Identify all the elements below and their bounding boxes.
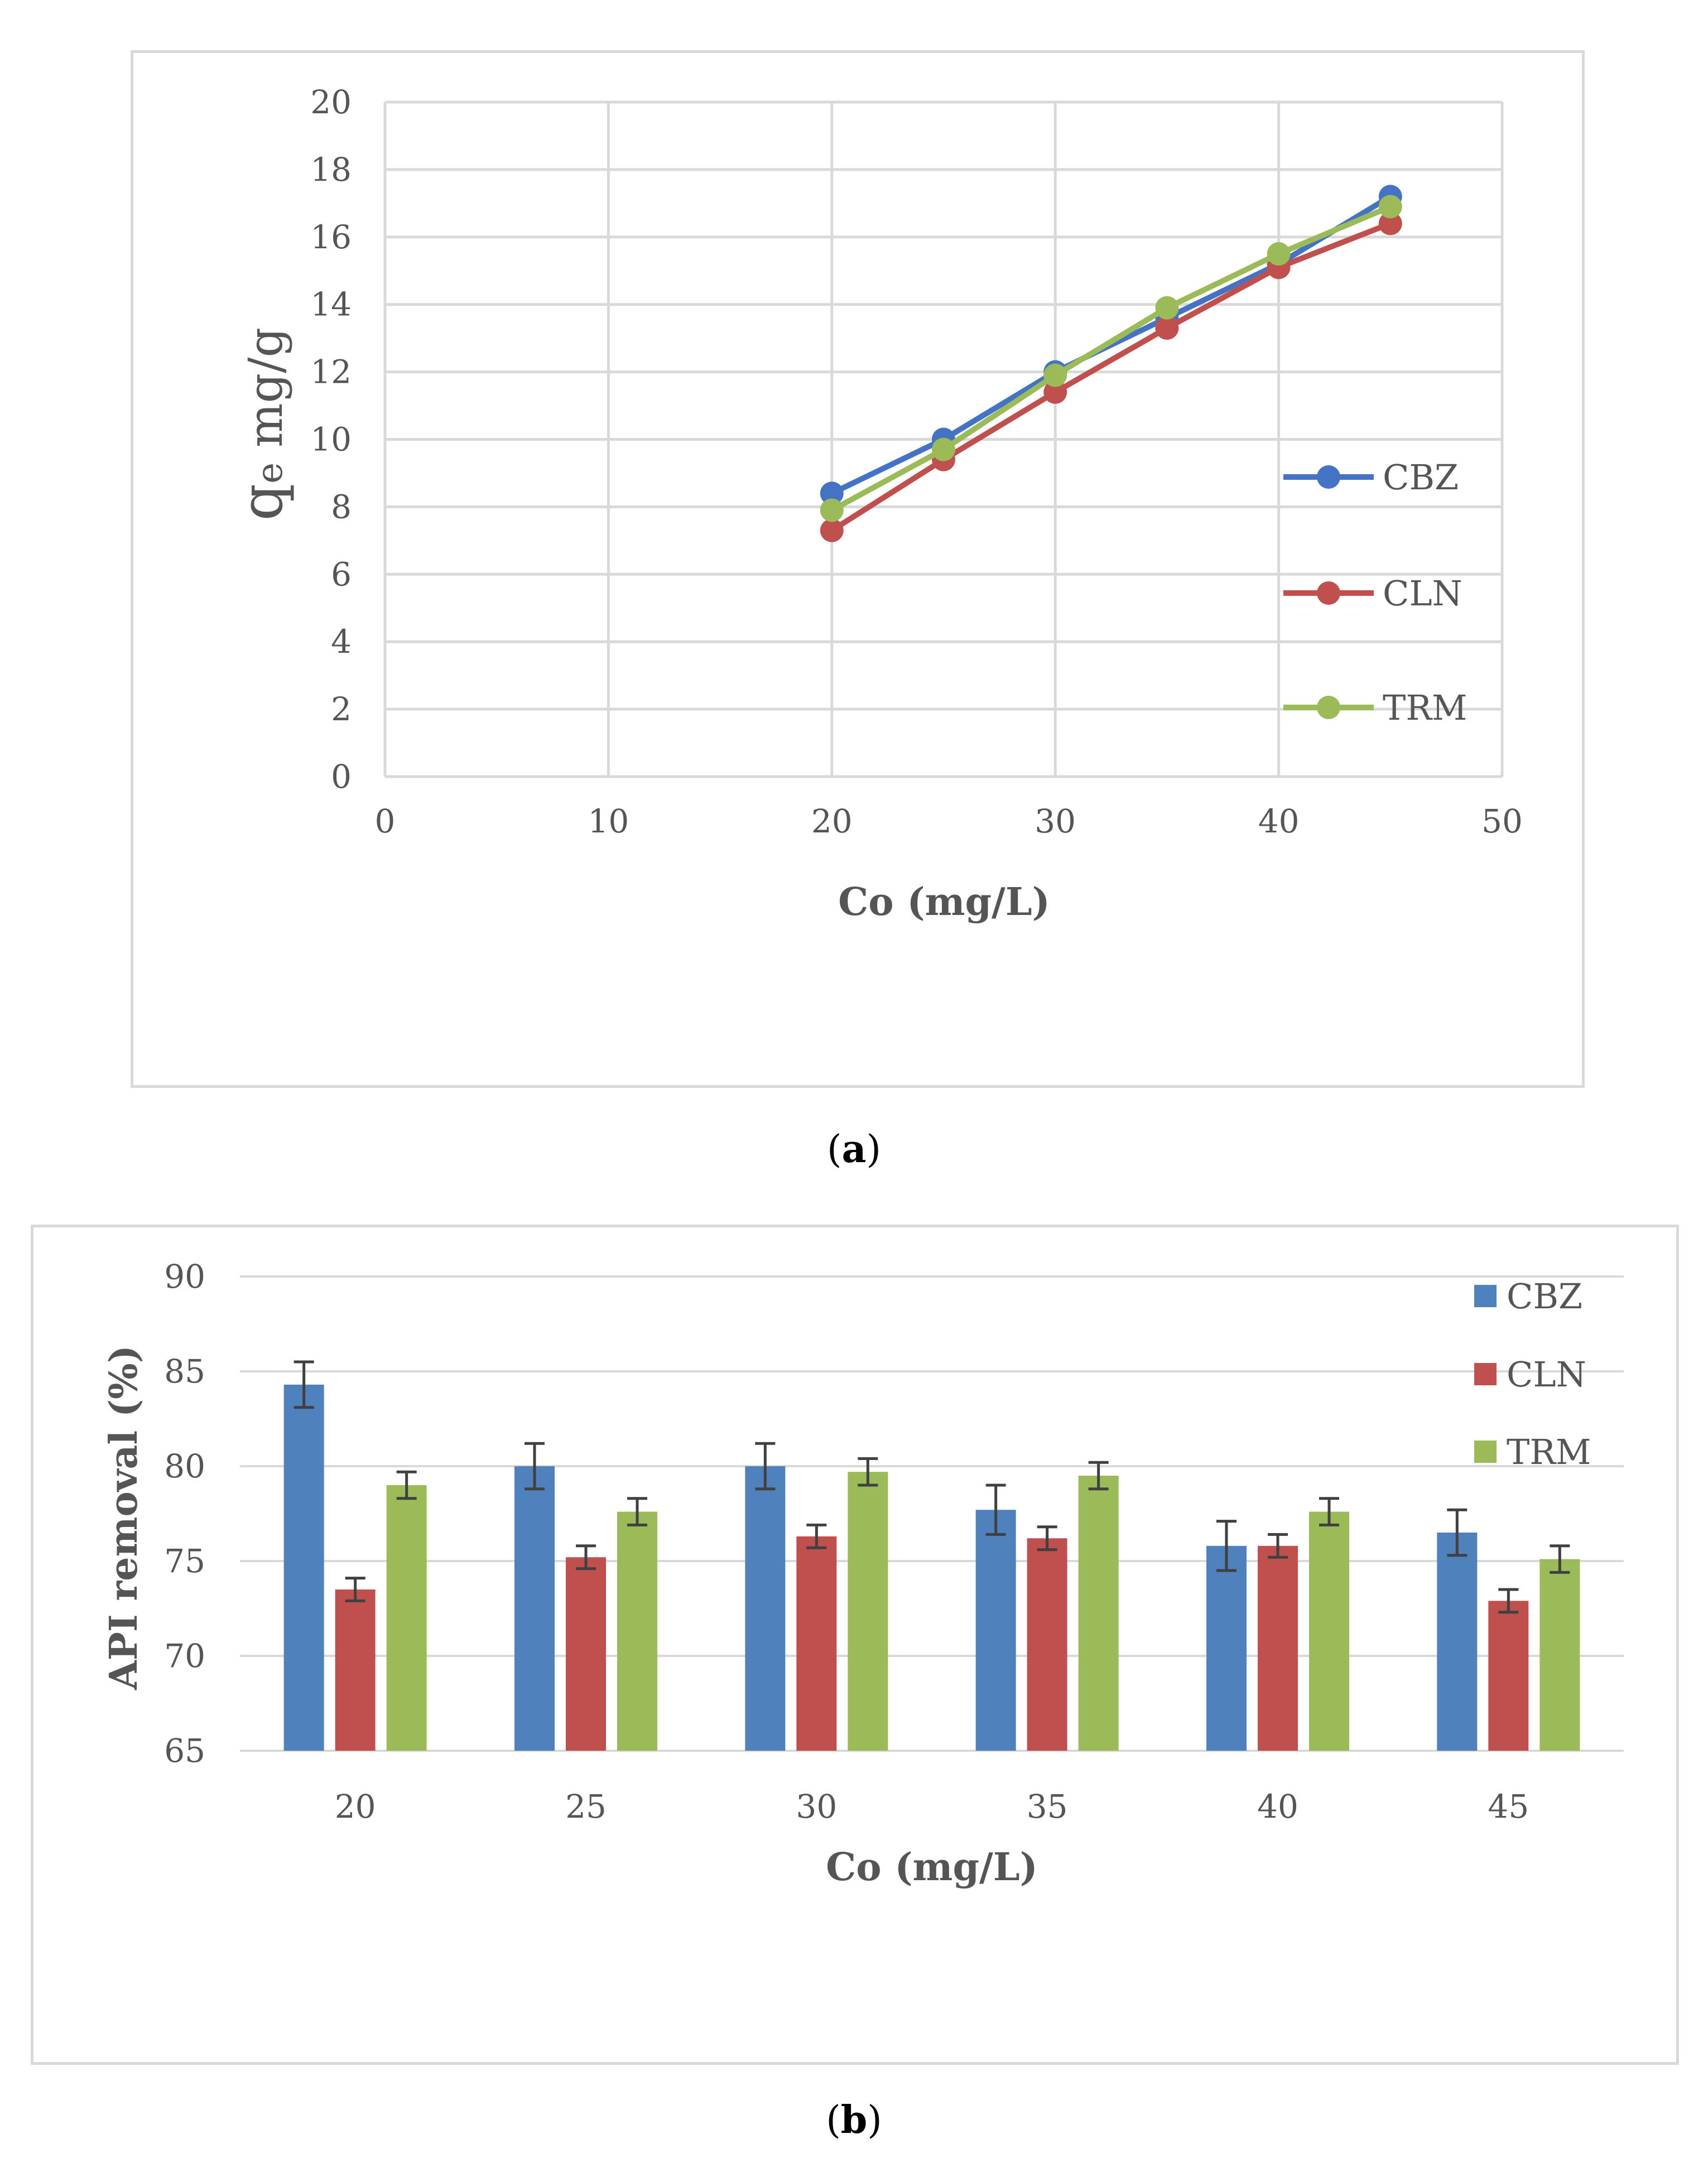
chart-a-y-axis-title-sub: e bbox=[249, 463, 291, 484]
chart-a-legend-label-cbz: CBZ bbox=[1383, 457, 1459, 498]
chart-a-series-line-cbz bbox=[830, 194, 1392, 496]
chart-a-y-tick-label: 4 bbox=[331, 623, 352, 661]
caption-b-letter: b bbox=[840, 2098, 868, 2142]
chart-b-legend-label-cln: CLN bbox=[1507, 1354, 1586, 1395]
chart-b-x-tick-label: 25 bbox=[565, 1788, 607, 1825]
chart-b-bar-cbz bbox=[745, 1466, 786, 1751]
chart-a-y-tick-label: 0 bbox=[331, 758, 352, 796]
chart-b-x-tick-label: 35 bbox=[1027, 1788, 1068, 1825]
chart-a-x-tick-label: 10 bbox=[588, 802, 629, 840]
chart-a-x-tick-label: 0 bbox=[375, 802, 396, 840]
chart-a-series-line-trm bbox=[830, 204, 1392, 513]
chart-b-x-tick-label: 30 bbox=[796, 1788, 837, 1825]
chart-b-bar-trm bbox=[1309, 1511, 1349, 1751]
chart-b-legend-label-cbz: CBZ bbox=[1507, 1276, 1582, 1317]
chart-a-x-tick-label: 50 bbox=[1481, 802, 1523, 840]
chart-a-y-tick-label: 18 bbox=[310, 151, 352, 189]
chart-b-bar-cln bbox=[1488, 1601, 1529, 1751]
chart-b-bar-cln bbox=[335, 1589, 376, 1751]
chart-a-point-trm bbox=[1267, 242, 1291, 266]
chart-b: 65 70 75 80 85 90 20 25 30 35 40 45 CBZ CLN TRM bbox=[164, 1258, 1624, 1825]
chart-a-point-trm bbox=[1043, 363, 1067, 387]
chart-b-y-tick-label: 65 bbox=[164, 1732, 205, 1770]
chart-a-legend-marker-trm bbox=[1317, 696, 1340, 719]
chart-b-x-tick-label: 20 bbox=[335, 1788, 376, 1825]
chart-b-bar-cbz bbox=[1437, 1533, 1478, 1751]
chart-b-bar-trm bbox=[617, 1511, 657, 1751]
chart-b-y-axis-title: API removal (%) bbox=[102, 1345, 146, 1690]
chart-a: 0 2 4 6 8 10 12 14 16 18 20 0 10 20 30 40 50 CBZ CLN TRM bbox=[310, 83, 1523, 840]
chart-a-y-tick-label: 12 bbox=[310, 353, 352, 391]
chart-a-point-trm bbox=[1155, 296, 1179, 320]
chart-a-y-tick-label: 16 bbox=[310, 218, 352, 256]
chart-b-bar-cbz bbox=[1206, 1545, 1247, 1751]
chart-a-point-trm bbox=[1378, 195, 1402, 219]
chart-a-y-tick-label: 10 bbox=[310, 421, 352, 459]
chart-a-point-cln bbox=[1043, 380, 1067, 404]
chart-a-y-tick-label: 20 bbox=[310, 83, 352, 121]
chart-b-x-tick-label: 40 bbox=[1257, 1788, 1298, 1825]
chart-a-y-tick-label: 2 bbox=[331, 690, 352, 728]
chart-a-series-line-cln bbox=[830, 220, 1392, 533]
caption-b: (b) bbox=[826, 2098, 882, 2142]
chart-b-bar-cbz bbox=[514, 1466, 555, 1751]
caption-a-letter: a bbox=[841, 1127, 867, 1172]
chart-b-y-tick-label: 70 bbox=[164, 1637, 205, 1675]
chart-a-x-tick-label: 30 bbox=[1035, 802, 1076, 840]
chart-a-point-trm bbox=[820, 498, 844, 522]
chart-b-bar-cln bbox=[796, 1536, 837, 1751]
chart-a-legend-marker-cln bbox=[1317, 581, 1340, 605]
caption-a: (a) bbox=[826, 1127, 882, 1172]
chart-a-x-tick-label: 20 bbox=[811, 802, 853, 840]
chart-b-bar-cln bbox=[1027, 1538, 1067, 1751]
chart-b-bar-cbz bbox=[975, 1510, 1016, 1751]
chart-a-y-tick-label: 6 bbox=[331, 555, 352, 593]
chart-b-bar-cbz bbox=[283, 1384, 324, 1751]
chart-a-point-cln bbox=[1155, 316, 1179, 340]
chart-a-x-axis-title: Co (mg/L) bbox=[838, 880, 1050, 924]
chart-b-bar-trm bbox=[1539, 1559, 1580, 1751]
chart-a-y-axis-title: qe mg/g bbox=[228, 327, 296, 521]
chart-b-legend-swatch-cbz bbox=[1474, 1285, 1497, 1307]
chart-b-bar-cln bbox=[566, 1557, 606, 1751]
chart-a-x-tick-label: 40 bbox=[1258, 802, 1300, 840]
chart-b-x-tick-label: 45 bbox=[1488, 1788, 1529, 1825]
chart-b-bar-trm bbox=[848, 1472, 888, 1751]
chart-a-legend-label-trm: TRM bbox=[1383, 687, 1468, 728]
chart-a-legend-label-cln: CLN bbox=[1383, 573, 1462, 614]
chart-a-point-trm bbox=[932, 437, 955, 461]
chart-b-y-tick-label: 85 bbox=[164, 1352, 205, 1390]
chart-a-y-axis-title-rest: mg/g bbox=[238, 327, 293, 463]
chart-a-y-tick-label: 8 bbox=[331, 488, 352, 526]
chart-a-legend-marker-cbz bbox=[1317, 465, 1340, 489]
chart-b-legend-swatch-cln bbox=[1474, 1363, 1497, 1385]
chart-a-point-cbz bbox=[820, 481, 844, 505]
chart-b-bar-trm bbox=[1078, 1476, 1119, 1751]
chart-a-y-axis-title-main: q bbox=[228, 484, 296, 521]
chart-b-bar-cln bbox=[1258, 1545, 1298, 1751]
chart-a-y-tick-label: 14 bbox=[310, 286, 352, 324]
chart-b-legend-swatch-trm bbox=[1474, 1441, 1497, 1463]
chart-b-y-tick-label: 90 bbox=[164, 1258, 205, 1295]
chart-a-point-cln bbox=[820, 518, 844, 542]
chart-a-point-cln bbox=[1378, 211, 1402, 235]
chart-b-x-axis-title: Co (mg/L) bbox=[826, 1845, 1038, 1890]
chart-b-bar-trm bbox=[386, 1485, 427, 1751]
chart-b-y-tick-label: 75 bbox=[164, 1542, 205, 1580]
chart-b-y-tick-label: 80 bbox=[164, 1447, 205, 1485]
chart-b-legend-label-trm: TRM bbox=[1507, 1432, 1591, 1472]
